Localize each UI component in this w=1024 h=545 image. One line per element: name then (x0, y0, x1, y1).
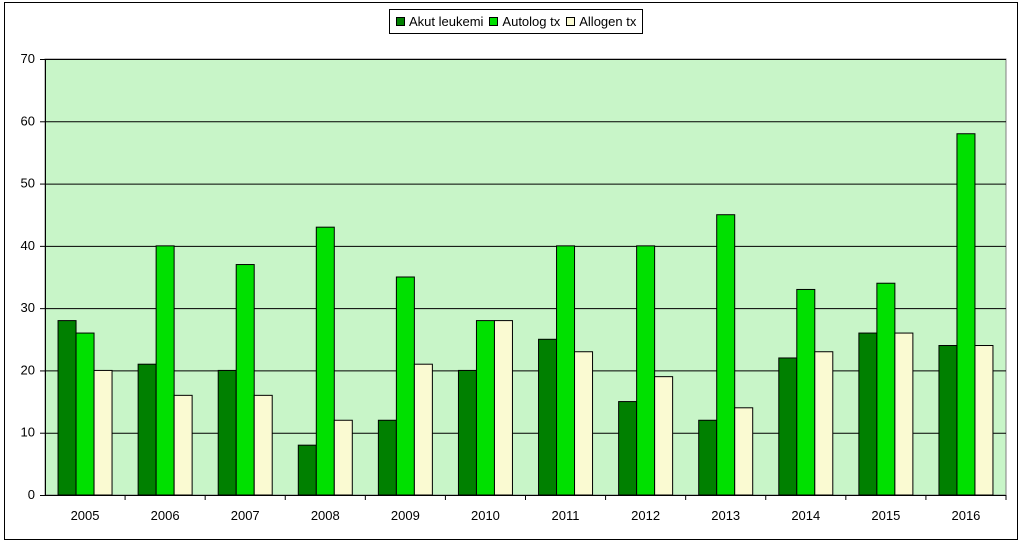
bar-allogen-tx-2010 (493, 320, 513, 496)
legend-entry-allogen-tx: Allogen tx (566, 14, 636, 29)
bar-akut-leukemi-2012 (618, 401, 638, 496)
x-tick-label-2016: 2016 (951, 508, 980, 523)
bar-allogen-tx-2012 (654, 376, 674, 496)
bar-autolog-tx-2007 (235, 264, 255, 496)
bar-akut-leukemi-2006 (137, 363, 157, 496)
x-tick-label-2009: 2009 (391, 508, 420, 523)
bar-akut-leukemi-2005 (57, 320, 77, 496)
bar-allogen-tx-2006 (173, 394, 193, 496)
x-tick-label-2012: 2012 (631, 508, 660, 523)
y-tick-label-0: 0 (28, 487, 35, 502)
x-tick-label-2008: 2008 (311, 508, 340, 523)
bar-autolog-tx-2012 (636, 245, 656, 496)
bar-allogen-tx-2005 (93, 369, 113, 496)
bar-autolog-tx-2015 (876, 282, 896, 496)
bar-allogen-tx-2015 (894, 332, 914, 496)
bar-autolog-tx-2005 (75, 332, 95, 496)
bar-autolog-tx-2006 (155, 245, 175, 496)
legend-swatch-autolog-tx (489, 17, 499, 26)
bar-allogen-tx-2008 (333, 419, 353, 496)
x-tick-label-2006: 2006 (151, 508, 180, 523)
legend-swatch-allogen-tx (566, 17, 576, 26)
bar-akut-leukemi-2016 (938, 345, 958, 496)
y-tick-label-30: 30 (21, 300, 35, 315)
y-tick-label-60: 60 (21, 113, 35, 128)
bar-allogen-tx-2009 (413, 363, 433, 496)
bar-allogen-tx-2011 (574, 351, 594, 496)
bar-akut-leukemi-2010 (457, 369, 477, 496)
bar-allogen-tx-2007 (253, 394, 273, 496)
bar-autolog-tx-2011 (556, 245, 576, 496)
bar-akut-leukemi-2015 (858, 332, 878, 496)
bar-akut-leukemi-2008 (297, 444, 317, 496)
x-tick-label-2005: 2005 (71, 508, 100, 523)
x-tick-label-2010: 2010 (471, 508, 500, 523)
y-tick-label-10: 10 (21, 425, 35, 440)
legend-entry-autolog-tx: Autolog tx (489, 14, 560, 29)
bar-allogen-tx-2014 (814, 351, 834, 496)
x-tick-label-2014: 2014 (791, 508, 820, 523)
bar-akut-leukemi-2013 (698, 419, 718, 496)
legend-label-autolog-tx: Autolog tx (502, 14, 561, 29)
bar-autolog-tx-2010 (475, 320, 495, 496)
chart-legend: Akut leukemi Autolog tx Allogen tx (389, 9, 644, 34)
legend-swatch-akut-leukemi (396, 17, 405, 26)
y-tick-label-40: 40 (21, 238, 35, 253)
bar-allogen-tx-2013 (734, 407, 754, 496)
legend-label-akut-leukemi: Akut leukemi (409, 14, 484, 29)
bar-autolog-tx-2016 (956, 133, 976, 496)
bar-akut-leukemi-2009 (377, 419, 397, 496)
bar-akut-leukemi-2014 (778, 357, 798, 496)
x-tick-label-2011: 2011 (552, 508, 580, 523)
bar-autolog-tx-2009 (395, 276, 415, 496)
bar-allogen-tx-2016 (974, 345, 994, 496)
legend-label-allogen-tx: Allogen tx (579, 14, 637, 29)
x-tick-label-2013: 2013 (711, 508, 740, 523)
bar-autolog-tx-2008 (315, 226, 335, 496)
legend-entry-akut-leukemi: Akut leukemi (396, 14, 483, 29)
y-tick-label-50: 50 (21, 176, 35, 191)
bar-autolog-tx-2014 (796, 288, 816, 496)
bar-autolog-tx-2013 (716, 214, 736, 496)
y-tick-label-70: 70 (21, 51, 35, 66)
x-tick-label-2015: 2015 (871, 508, 900, 523)
bar-akut-leukemi-2011 (538, 338, 558, 496)
bar-akut-leukemi-2007 (217, 369, 237, 496)
y-tick-label-20: 20 (21, 362, 35, 377)
x-tick-label-2007: 2007 (231, 508, 260, 523)
